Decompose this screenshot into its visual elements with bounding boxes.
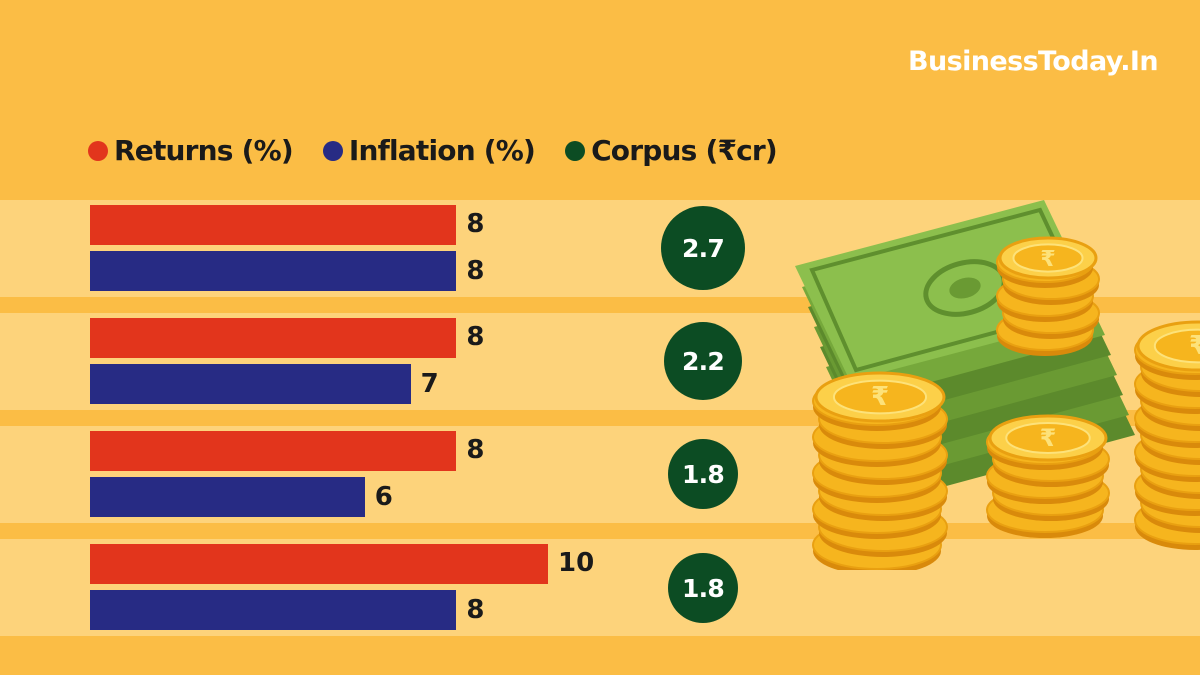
svg-text:₹: ₹ [1189,331,1200,361]
legend-label-corpus: Corpus (₹cr) [591,134,778,167]
chart-legend: Returns (%) Inflation (%) Corpus (₹cr) [88,134,807,167]
legend-swatch-returns [88,140,108,161]
legend-item-corpus: Corpus (₹cr) [565,134,778,167]
legend-item-inflation: Inflation (%) [322,134,536,167]
label-inflation: 8 [466,256,485,286]
corpus-badge: 2.7 [661,206,745,290]
bar-returns [90,431,457,471]
label-inflation: 7 [420,369,439,399]
label-returns: 8 [466,435,485,465]
svg-text:₹: ₹ [871,382,889,412]
corpus-badge: 1.8 [668,439,738,509]
legend-swatch-inflation [322,140,343,161]
brand-logo: BusinessToday.In [908,46,1159,77]
corpus-badge: 1.8 [668,553,738,623]
label-returns: 8 [466,209,485,239]
bar-inflation [90,364,411,404]
bar-inflation [90,251,457,291]
svg-text:₹: ₹ [1040,247,1055,272]
legend-label-inflation: Inflation (%) [348,134,536,167]
bar-inflation [90,590,457,630]
label-inflation: 8 [466,595,485,625]
legend-label-returns: Returns (%) [114,134,294,167]
svg-text:₹: ₹ [1040,424,1057,452]
corpus-badge: 2.2 [664,322,742,400]
bar-inflation [90,477,365,517]
bar-returns [90,205,457,245]
label-returns: 8 [466,322,485,352]
label-returns: 10 [558,548,595,578]
label-inflation: 6 [374,482,393,512]
bar-returns [90,318,457,358]
legend-item-returns: Returns (%) [88,134,294,167]
rupee-coin-stack-icon: ₹ ₹ ₹ ₹ [812,236,1200,570]
legend-swatch-corpus [565,140,586,161]
money-illustration: ₹ ₹ ₹ ₹ [795,200,1200,570]
bar-returns [90,544,548,584]
